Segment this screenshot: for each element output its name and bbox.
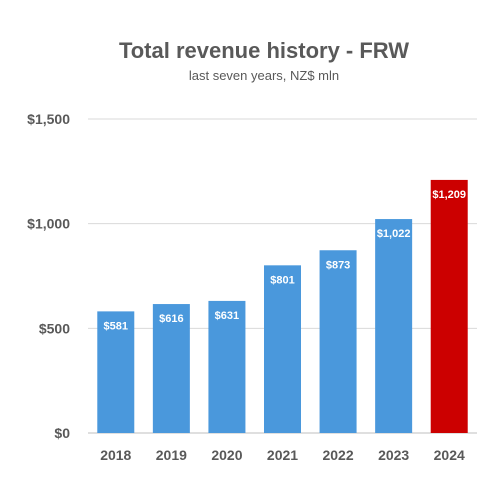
data-label: $801: [270, 274, 294, 286]
x-axis-ticks: 2018 2019 2020 2021 2022 2023 2024: [100, 447, 465, 463]
bar-2023: [375, 219, 413, 433]
bar-2024: [430, 179, 468, 433]
data-labels: $581 $616 $631 $801 $873 $1,022 $1,209: [104, 189, 466, 332]
x-tick-label: 2024: [434, 447, 465, 463]
bar-2019: [152, 304, 190, 433]
chart-title: Total revenue history - FRW: [119, 38, 409, 63]
y-tick-label: $1,500: [27, 111, 70, 127]
bar-2018: [97, 311, 135, 433]
x-tick-label: 2021: [267, 447, 298, 463]
data-label: $873: [326, 259, 350, 271]
chart-subtitle: last seven years, NZ$ mln: [189, 68, 339, 83]
x-tick-label: 2020: [211, 447, 242, 463]
x-tick-label: 2022: [322, 447, 353, 463]
bars: [97, 179, 468, 433]
data-label: $631: [215, 310, 239, 322]
x-tick-label: 2023: [378, 447, 409, 463]
bar-2022: [319, 250, 357, 433]
bar-2021: [264, 265, 301, 433]
y-tick-label: $500: [39, 320, 70, 336]
data-label: $1,209: [432, 189, 466, 201]
y-tick-label: $1,000: [27, 216, 70, 232]
data-label: $616: [159, 313, 183, 325]
y-axis-ticks: $0 $500 $1,000 $1,500: [27, 111, 70, 441]
y-tick-label: $0: [54, 425, 70, 441]
bar-2020: [208, 300, 246, 433]
data-label: $1,022: [377, 228, 411, 240]
x-tick-label: 2019: [156, 447, 187, 463]
x-tick-label: 2018: [100, 447, 131, 463]
data-label: $581: [104, 320, 128, 332]
